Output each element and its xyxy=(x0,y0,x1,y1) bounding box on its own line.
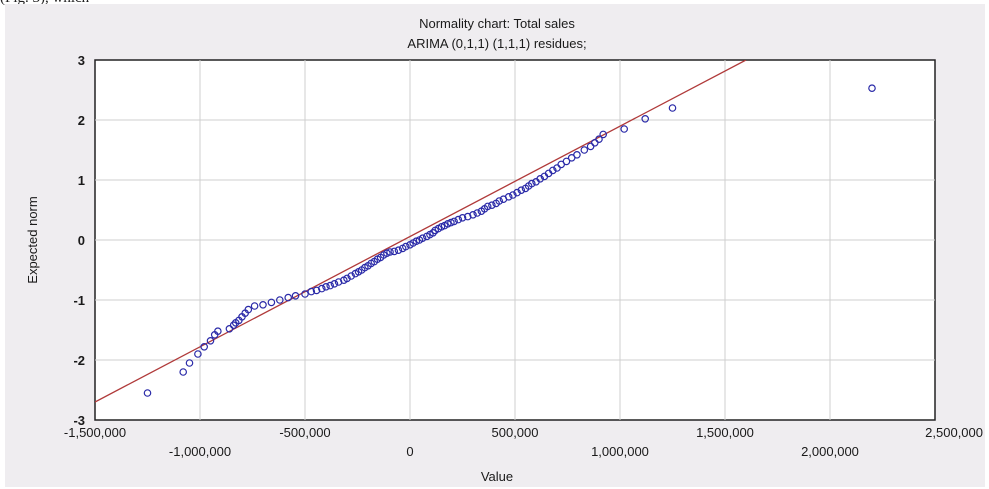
x-axis-label: Value xyxy=(481,469,513,484)
data-point xyxy=(229,321,238,330)
data-point xyxy=(284,293,293,302)
y-tick-label: 1 xyxy=(78,173,85,188)
data-point xyxy=(527,179,536,188)
chart-title: Normality chart: Total sales xyxy=(419,16,575,31)
data-point xyxy=(200,342,209,351)
y-tick-label: -2 xyxy=(73,353,85,368)
data-point xyxy=(504,193,513,201)
data-point xyxy=(513,188,521,197)
data-point xyxy=(301,290,309,298)
data-point xyxy=(488,201,496,210)
normality-chart: Normality chart: Total sales ARIMA (0,1,… xyxy=(25,16,983,484)
x-tick-label: 0 xyxy=(406,444,413,459)
data-point xyxy=(275,296,284,304)
data-point xyxy=(343,274,351,283)
data-point xyxy=(418,234,427,243)
x-axis-ticks: -1,500,000 -500,000 500,000 1,500,000 2,500,… xyxy=(64,425,983,459)
x-tick-label: 2,000,000 xyxy=(801,444,859,459)
data-point xyxy=(185,359,194,367)
data-point xyxy=(347,272,356,280)
data-point xyxy=(868,84,876,93)
data-point xyxy=(573,151,581,159)
data-point xyxy=(267,298,276,307)
data-point xyxy=(334,278,343,286)
data-point xyxy=(454,215,463,224)
data-point xyxy=(214,327,222,336)
data-point xyxy=(668,104,677,112)
data-point xyxy=(429,229,437,237)
data-point xyxy=(517,186,526,195)
x-tick-label: -1,000,000 xyxy=(169,444,231,459)
data-point xyxy=(250,302,259,310)
data-point xyxy=(194,350,202,358)
data-point xyxy=(495,197,504,205)
y-tick-label: 3 xyxy=(78,53,85,68)
chart-container: Normality chart: Total sales ARIMA (0,1,… xyxy=(5,4,985,487)
data-point xyxy=(307,287,316,296)
reference-line-layer xyxy=(95,60,747,403)
data-point xyxy=(463,212,472,221)
x-tick-label: -1,500,000 xyxy=(64,425,126,440)
data-point xyxy=(450,217,458,226)
data-point xyxy=(509,191,517,199)
x-tick-label: 500,000 xyxy=(492,425,539,440)
data-point xyxy=(206,336,215,345)
y-axis-label: Expected norm xyxy=(25,196,40,283)
x-tick-label: 1,500,000 xyxy=(696,425,754,440)
data-point xyxy=(259,300,267,309)
data-point xyxy=(483,202,492,211)
grid-lines xyxy=(95,60,935,420)
y-tick-label: 2 xyxy=(78,113,85,128)
data-point xyxy=(641,115,650,123)
data-point xyxy=(244,305,253,314)
reference-line xyxy=(95,60,747,403)
data-point xyxy=(473,209,482,217)
x-tick-label: -500,000 xyxy=(279,425,330,440)
data-point xyxy=(143,389,152,397)
data-point xyxy=(580,146,589,154)
data-point xyxy=(599,130,608,139)
data-point xyxy=(458,214,467,222)
data-point xyxy=(312,286,321,295)
data-point xyxy=(390,247,399,256)
data-point xyxy=(317,284,326,293)
x-tick-label: 2,500,000 xyxy=(925,425,983,440)
data-point xyxy=(401,242,410,251)
data-point xyxy=(291,291,300,300)
caption-fragment: (Fig. 3), which xyxy=(0,0,989,8)
data-point xyxy=(548,166,557,175)
data-point xyxy=(562,157,571,166)
y-tick-label: -3 xyxy=(73,413,85,428)
data-point xyxy=(469,211,477,219)
y-tick-label: -1 xyxy=(73,293,85,308)
data-point xyxy=(620,125,629,133)
data-point xyxy=(330,279,339,288)
data-point xyxy=(386,248,394,256)
y-tick-label: 0 xyxy=(78,233,85,248)
chart-subtitle: ARIMA (0,1,1) (1,1,1) residues; xyxy=(407,36,586,51)
data-points xyxy=(143,84,876,397)
y-axis-ticks: 3 2 1 0 -1 -2 -3 xyxy=(73,53,85,428)
data-point xyxy=(394,246,403,255)
data-point xyxy=(536,175,545,183)
data-point xyxy=(326,281,335,290)
data-point xyxy=(179,368,188,376)
x-tick-label: 1,000,000 xyxy=(591,444,649,459)
data-point xyxy=(595,135,603,144)
data-point xyxy=(322,282,330,291)
